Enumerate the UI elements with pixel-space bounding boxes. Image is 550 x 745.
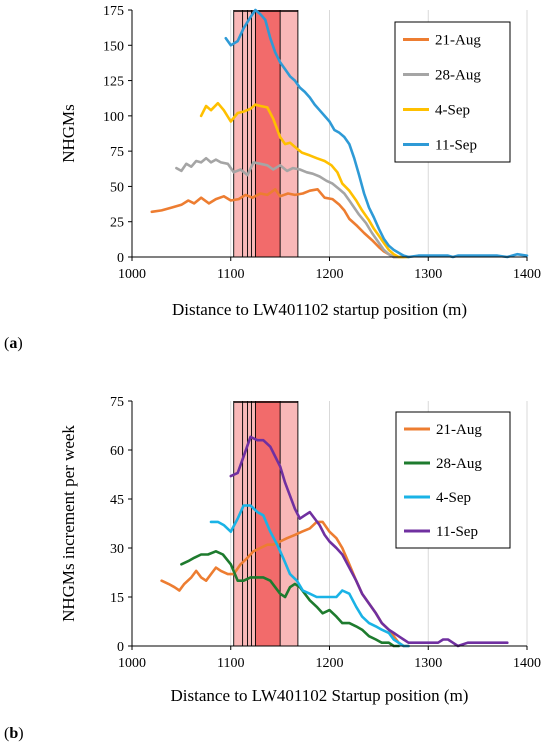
chart-2-series-11-sep xyxy=(229,435,509,648)
chart-2-legend: 21-Aug 28-Aug 4-Sep 11-Sep xyxy=(395,411,511,549)
chart-1-panel-label: (a) xyxy=(4,335,23,352)
chart-2-y-tick-label: 60 xyxy=(110,444,124,459)
chart-2-x-tick-label: 1000 xyxy=(118,656,146,671)
chart-2-legend-box xyxy=(395,411,511,549)
chart-2-panel-label: (b) xyxy=(4,725,24,742)
chart-1-y-tick-label: 50 xyxy=(110,180,124,195)
chart-1-x-tick-label: 1400 xyxy=(513,267,541,282)
chart-1-legend-entry: 4-Sep xyxy=(435,103,470,119)
chart-1: 0 25 50 75 100 125 150 175 1000 1100 1200 1300 1400 D… xyxy=(4,4,541,352)
chart-1-series-4-sep xyxy=(199,101,410,259)
chart-2-x-tick-label: 1100 xyxy=(217,656,244,671)
chart-2-y-tick-label: 0 xyxy=(117,640,124,655)
chart-2-legend-entry: 4-Sep xyxy=(436,490,471,506)
chart-2-x-tick-label: 1200 xyxy=(316,656,344,671)
chart-2-x-tick-label: 1400 xyxy=(513,656,541,671)
chart-1-series-28-aug xyxy=(175,156,410,259)
chart-1-legend-entry: 11-Sep xyxy=(435,138,477,154)
chart-1-legend-entry: 28-Aug xyxy=(435,68,481,84)
chart-1-series-21-aug xyxy=(150,188,405,259)
chart-1-legend: 21-Aug 28-Aug 4-Sep 11-Sep xyxy=(394,21,511,163)
chart-1-highlight-band xyxy=(255,10,281,257)
chart-1-x-tick-label: 1200 xyxy=(316,267,344,282)
chart-1-y-tick-label: 75 xyxy=(110,145,124,160)
chart-1-y-tick-label: 100 xyxy=(103,110,124,125)
chart-2-legend-entry: 11-Sep xyxy=(436,524,478,540)
chart-1-y-tick-label: 0 xyxy=(117,251,124,266)
chart-2-legend-entry: 28-Aug xyxy=(436,456,482,472)
chart-2-y-tick-label: 75 xyxy=(110,395,124,410)
chart-2-y-tick-label: 15 xyxy=(110,591,124,606)
chart-2-y-axis-label: NHGMs increment per week xyxy=(59,425,78,622)
chart-1-legend-entry: 21-Aug xyxy=(435,33,481,49)
chart-1-x-tick-label: 1100 xyxy=(217,267,244,282)
chart-2-series-4-sep xyxy=(209,504,410,648)
chart-1-x-tick-label: 1300 xyxy=(414,267,442,282)
chart-2-y-tick-label: 45 xyxy=(110,493,124,508)
chart-2-x-axis-label: Distance to LW401102 Startup position (m… xyxy=(171,686,469,705)
chart-2: 0 15 30 45 60 75 1000 1100 1200 1300 1400 Distance … xyxy=(4,395,541,742)
chart-2-x-tick-label: 1300 xyxy=(414,656,442,671)
chart-1-y-tick-label: 150 xyxy=(103,39,124,54)
chart-1-y-tick-label: 125 xyxy=(103,75,124,90)
chart-1-y-axis-label: NHGMs xyxy=(59,104,78,163)
chart-1-x-tick-label: 1000 xyxy=(118,267,146,282)
chart-1-y-tick-label: 175 xyxy=(103,4,124,19)
chart-2-legend-entry: 21-Aug xyxy=(436,422,482,438)
chart-1-legend-box xyxy=(394,21,511,163)
chart-1-y-tick-label: 25 xyxy=(110,216,124,231)
chart-2-y-tick-label: 30 xyxy=(110,542,124,557)
chart-2-series-28-aug xyxy=(180,550,400,648)
chart-1-x-axis-label: Distance to LW401102 startup position (m… xyxy=(172,300,467,319)
